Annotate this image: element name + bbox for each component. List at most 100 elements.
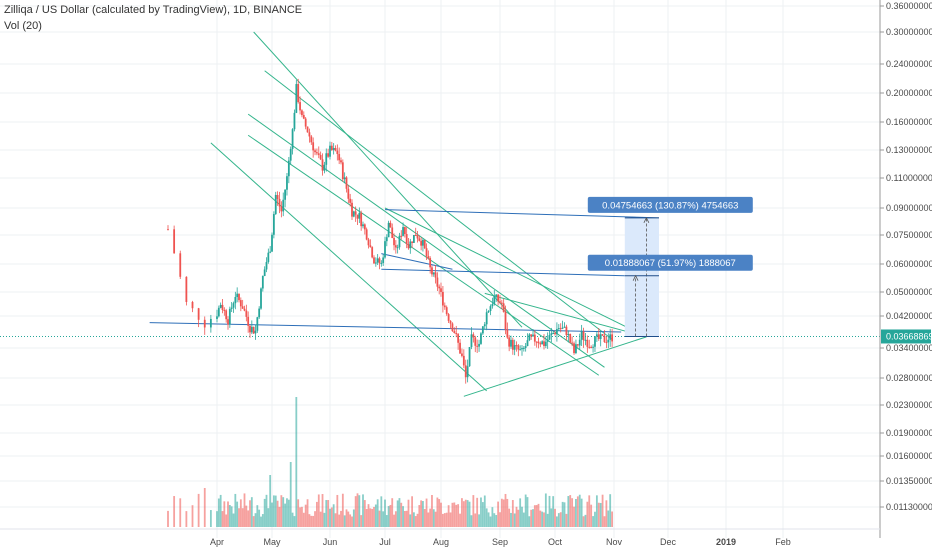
candle-body	[483, 324, 486, 327]
candle-body	[464, 365, 467, 378]
y-tick-label: 0.36000000	[886, 1, 932, 11]
volume-bar	[559, 512, 562, 527]
volume-bar	[382, 511, 385, 527]
volume-bar	[470, 515, 473, 527]
candle-body	[573, 343, 575, 354]
candle-body	[312, 142, 315, 151]
candle-body	[360, 212, 363, 227]
candle-body	[474, 337, 477, 346]
volume-bar	[480, 497, 482, 527]
volume-bar	[358, 495, 361, 527]
volume-bar	[272, 495, 275, 527]
candle-body	[374, 262, 377, 264]
volume-bar	[464, 499, 467, 527]
candle-body	[603, 335, 606, 343]
volume-bar	[241, 508, 244, 527]
volume-bar	[347, 511, 350, 527]
volume-bar	[276, 500, 279, 527]
candle-body	[228, 308, 231, 325]
candle-body	[508, 337, 511, 347]
volume-bar	[402, 506, 404, 527]
candle-body	[263, 269, 266, 277]
volume-bar	[323, 512, 326, 527]
candle-body	[332, 148, 335, 150]
candle-body	[466, 366, 469, 378]
volume-bar	[407, 499, 410, 527]
candle-body	[334, 148, 337, 151]
candle-body	[594, 336, 596, 347]
volume-bar	[332, 504, 335, 527]
volume-bar	[227, 501, 229, 527]
volume-bar	[506, 498, 509, 527]
volume-bar	[394, 511, 397, 527]
volume-bar	[297, 499, 300, 527]
candle-body	[563, 326, 566, 328]
volume-bar	[261, 514, 264, 527]
candle-body	[254, 330, 257, 334]
volume-bars	[167, 397, 613, 527]
candle-body	[515, 345, 518, 347]
candle-body	[599, 334, 602, 339]
candle-body	[387, 222, 390, 238]
y-tick-label: 0.11000000	[886, 173, 932, 183]
candle-body	[569, 334, 572, 343]
candle-body	[541, 341, 544, 345]
volume-bar	[336, 494, 339, 527]
candle-body	[476, 345, 479, 347]
volume-bar	[526, 497, 529, 527]
y-tick-label: 0.01600000	[886, 451, 932, 461]
candle-body	[272, 214, 275, 235]
candle-body	[495, 294, 498, 297]
volume-bar	[299, 507, 301, 527]
candle-body	[550, 333, 553, 336]
candle-body	[519, 349, 522, 351]
volume-bar	[278, 506, 281, 527]
candle-body	[330, 145, 333, 150]
volume-bar	[580, 498, 583, 527]
candle-body	[497, 294, 499, 302]
volume-bar	[284, 503, 286, 527]
volume-bar	[234, 493, 237, 527]
volume-bar	[453, 502, 456, 527]
volume-bar	[576, 496, 579, 527]
candle-body	[363, 224, 366, 230]
candle-body	[595, 334, 598, 337]
candle-body	[423, 239, 426, 249]
trend-lines[interactable]	[0, 31, 880, 397]
candle-body	[351, 202, 353, 217]
y-tick-label: 0.01900000	[886, 428, 932, 438]
candle-body	[378, 258, 381, 264]
candle-body	[510, 339, 512, 347]
candle-body	[284, 189, 286, 200]
y-tick-label: 0.02800000	[886, 373, 932, 383]
volume-bar	[384, 499, 386, 527]
candle-body	[317, 153, 320, 155]
volume-bar	[236, 501, 239, 527]
candle-body	[522, 347, 525, 349]
volume-bar	[282, 497, 285, 527]
candle-body	[580, 331, 583, 340]
volume-bar	[535, 505, 538, 527]
volume-bar	[365, 508, 368, 527]
candle-body	[232, 303, 235, 308]
candle-body	[252, 326, 255, 334]
projection-box[interactable]: 0.04754663 (130.87%) 4754663 0.01888067 (…	[587, 196, 753, 337]
candle-body	[325, 153, 328, 165]
candle-body	[347, 188, 350, 199]
volume-bar	[363, 500, 366, 527]
candle-body	[258, 308, 261, 318]
candle-body	[356, 214, 359, 219]
volume-bar	[431, 495, 433, 527]
volume-bar	[411, 496, 413, 527]
candle-body	[384, 241, 386, 258]
volume-bar	[550, 508, 553, 527]
volume-bar	[609, 494, 612, 527]
candle-body	[301, 110, 303, 116]
volume-bar	[293, 516, 296, 527]
volume-bar	[429, 508, 432, 527]
volume-bar	[239, 499, 242, 527]
volume-bar	[425, 498, 428, 527]
candle-body	[343, 177, 346, 180]
candle-body	[530, 334, 533, 337]
